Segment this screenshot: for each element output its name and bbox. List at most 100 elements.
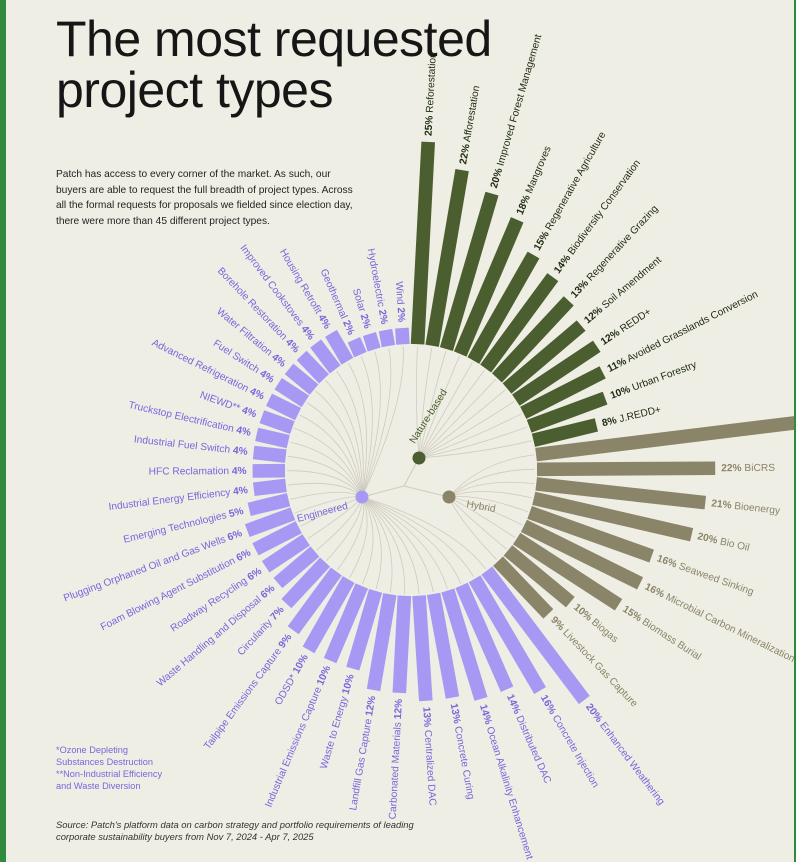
tree-link	[361, 351, 381, 498]
bar-afforestation	[425, 168, 469, 347]
bar-avoided-grasslands-conversion	[520, 366, 606, 419]
tree-link	[418, 347, 433, 459]
label-value: 10%	[315, 664, 333, 687]
bar-biogas	[503, 545, 575, 608]
infographic-page: The most requested project types Patch h…	[6, 0, 794, 862]
label-name: Microbial Carbon Mineralization	[661, 590, 794, 664]
tree-link	[315, 390, 363, 498]
tree-link	[361, 496, 462, 584]
bar-circularity	[281, 557, 331, 609]
label-value: 6%	[226, 528, 244, 543]
bar-enhanced-weathering	[481, 566, 590, 705]
label-value: 6%	[235, 547, 253, 563]
bar-seaweed-sinking	[527, 506, 654, 563]
bar-redd	[512, 340, 601, 406]
label-name: Bio Oil	[716, 536, 750, 554]
label-name: Industrial Energy Efficiency	[108, 487, 234, 513]
bar-housing-retrofit	[325, 329, 354, 365]
bar-regenerative-agriculture	[467, 251, 540, 364]
tree-link	[448, 481, 535, 498]
node-label-nature-based: Nature-based	[408, 387, 450, 445]
label-concrete-curing: 13% Concrete Curing	[448, 703, 476, 801]
node-engineered	[355, 490, 369, 504]
bar-biodiversity-conservation	[480, 273, 559, 373]
tree-link	[361, 347, 392, 498]
bar-waste-handling-and-disposal	[273, 546, 320, 589]
bar-water-filtration	[284, 363, 319, 395]
bar-industrial-energy-efficiency	[252, 478, 287, 497]
label-name: Mangroves	[523, 144, 554, 197]
tree-links	[286, 346, 536, 594]
label-bicrs: 22% BiCRS	[721, 463, 775, 474]
label-name: Biomass Burial	[638, 615, 703, 663]
label-value: 4%	[232, 466, 247, 477]
label-name: Seaweed Sinking	[675, 560, 756, 598]
label-value: 2%	[395, 307, 407, 322]
tree-link	[361, 496, 434, 593]
bar-carbonated-materials	[392, 595, 412, 694]
label-name: Waste to Energy	[318, 692, 350, 770]
label-name: Distributed DAC	[512, 711, 553, 785]
label-name: Solar	[350, 287, 368, 316]
tree-link	[418, 379, 496, 459]
tree-link	[286, 470, 363, 498]
tree-link	[360, 356, 373, 498]
bar-ocean-alkalinity-enhancement	[441, 588, 488, 701]
tree-link	[325, 380, 363, 498]
bar-roadway-recycling	[261, 534, 310, 573]
tree-link	[287, 455, 363, 498]
label-microbial-carbon-mineralization: 16% Microbial Carbon Mineralization	[643, 581, 794, 664]
label-name: BiCRS	[742, 463, 776, 474]
tree-link	[290, 491, 363, 500]
bar-landfill-gas-capture	[366, 593, 397, 692]
tree-root-link	[403, 485, 450, 498]
tree-link	[361, 496, 406, 594]
tree-link	[361, 496, 393, 593]
label-name: Industrial Fuel Switch	[133, 434, 233, 456]
bar-soil-amendment	[502, 320, 586, 394]
tree-link	[294, 427, 363, 498]
label-value: 20%	[489, 167, 505, 190]
tree-link	[448, 491, 532, 499]
bar-industrial-emissions-capture	[323, 583, 369, 664]
node-label-hybrid: Hybrid	[465, 499, 496, 515]
label-value: 8%	[601, 415, 618, 429]
label-industrial-fuel-switch: Industrial Fuel Switch 4%	[133, 434, 248, 458]
tree-link	[418, 400, 515, 459]
label-name: Reforestation	[424, 52, 438, 116]
label-name: ODSD*	[273, 670, 300, 707]
label-carbonated-materials: Carbonated Materials 12%	[387, 699, 404, 820]
bar-tailpipe-emissions-capture	[287, 567, 342, 635]
tree-link	[290, 441, 363, 498]
label-name: Wind	[393, 281, 406, 308]
label-afforestation: 22% Afforestation	[458, 85, 482, 165]
label-value: 20%	[696, 531, 718, 546]
label-biodiversity-conservation: 14% Biodiversity Conservation	[552, 158, 643, 276]
label-name: Hydroelectric	[365, 247, 387, 310]
bar-hydroelectric	[378, 328, 396, 348]
label-name: Afforestation	[461, 85, 482, 145]
bar-bio-oil	[532, 491, 694, 542]
bar-concrete-injection	[468, 575, 546, 695]
label-value: 2%	[340, 319, 356, 337]
label-value: 21%	[711, 498, 732, 511]
tree-link	[336, 370, 364, 498]
label-value: 4%	[232, 445, 248, 458]
title-line-2: project types	[56, 62, 333, 118]
radial-bar-chart: Nature-based Hybrid Engineered 25% Refores…	[62, 33, 794, 861]
label-seaweed-sinking: 16% Seaweed Sinking	[655, 553, 755, 598]
label-name: Landfill Gas Capture	[348, 715, 375, 811]
tree-link	[418, 413, 522, 459]
label-name: Centralized DAC	[422, 727, 438, 806]
tree-link	[361, 496, 382, 590]
bar-truckstop-electrification	[255, 427, 290, 449]
footnote-niewd: **Non-Industrial Efficiency and Waste Di…	[56, 769, 163, 791]
tree-link	[361, 496, 448, 589]
bar-solar	[362, 332, 381, 352]
tree-link	[361, 496, 374, 585]
bar-odsd	[302, 576, 355, 654]
tree-link	[361, 496, 486, 570]
bar-livestock-gas-capture	[493, 556, 554, 619]
tree-root-link	[361, 485, 405, 498]
bar-fuel-switch	[274, 378, 310, 408]
